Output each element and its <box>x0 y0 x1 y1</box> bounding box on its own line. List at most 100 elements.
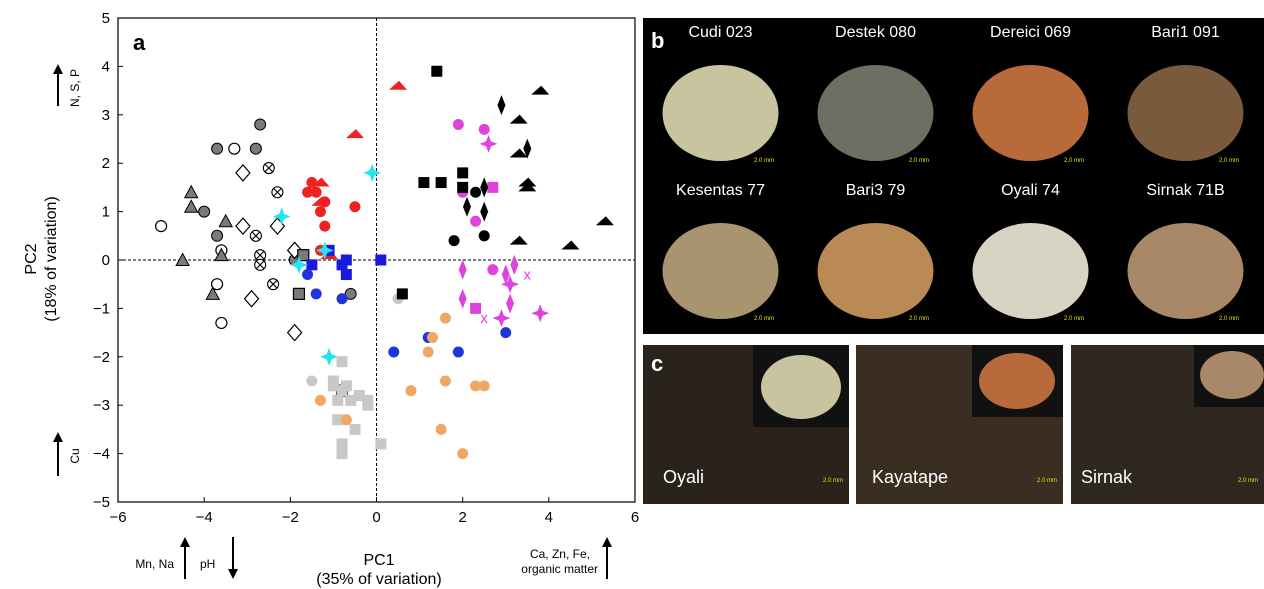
data-point <box>320 347 339 366</box>
data-point <box>254 258 267 271</box>
data-point <box>353 390 365 402</box>
data-point <box>311 196 330 206</box>
x-axis-subtitle: (35% of variation) <box>316 571 441 588</box>
data-point <box>457 181 469 193</box>
data-point <box>340 414 352 426</box>
data-point <box>332 414 344 426</box>
data-point <box>183 199 199 213</box>
plot-axes: −6 −4 −2 0 2 4 6 −5 −4 −3 −2 −1 0 1 2 3 4 5 <box>93 10 639 526</box>
panel-c-letter: c <box>651 351 664 376</box>
soil-label-sirnak: Sirnak <box>1081 467 1133 487</box>
data-point <box>470 215 482 227</box>
data-point <box>292 287 306 300</box>
data-point <box>210 278 224 291</box>
data-point <box>457 167 469 179</box>
data-point <box>439 375 451 387</box>
data-point <box>306 375 318 387</box>
data-point <box>531 304 550 323</box>
y-axis-subtitle: (18% of variation) <box>43 196 60 321</box>
data-point <box>205 286 221 300</box>
data-point <box>497 95 506 116</box>
data-point <box>531 85 550 95</box>
data-point <box>405 385 417 397</box>
data-point <box>336 438 348 450</box>
specimen-label: Destek 080 <box>835 24 916 41</box>
data-point <box>470 380 482 392</box>
y-loading-top-arrow <box>53 64 63 106</box>
x-loading-left-label-2: pH <box>200 557 215 571</box>
data-point <box>518 177 537 187</box>
specimen-image <box>817 223 934 319</box>
y-loading-top-label: N, S, P <box>68 69 82 107</box>
data-point <box>478 380 490 392</box>
data-point <box>506 293 515 314</box>
data-point <box>458 288 467 309</box>
x-axis-title: PC1 <box>363 552 394 569</box>
soil-label-oyali: Oyali <box>663 467 705 487</box>
panel-b-letter: b <box>651 28 665 53</box>
data-point <box>509 148 528 158</box>
specimen-label: Sirnak 71B <box>1146 182 1225 199</box>
specimen-inset <box>753 345 849 427</box>
panel-a-letter: a <box>133 30 146 55</box>
data-point <box>302 186 314 198</box>
specimen-image <box>662 65 779 161</box>
x-loading-left-label-1: Mn, Na <box>135 557 174 571</box>
data-point: x <box>480 310 488 327</box>
specimen-shape <box>662 223 779 319</box>
data-point <box>422 346 434 358</box>
specimen-image <box>972 223 1089 319</box>
data-point <box>435 177 447 189</box>
data-point <box>462 196 471 217</box>
data-point <box>480 201 489 222</box>
data-point <box>327 380 339 392</box>
specimen-cell: Bari3 79 2.0 mm <box>798 176 953 334</box>
data-point <box>154 220 168 233</box>
data-point <box>362 394 374 406</box>
data-point <box>509 114 528 124</box>
data-point <box>470 186 482 198</box>
data-point <box>267 278 280 291</box>
specimen-shape <box>972 65 1089 161</box>
specimen-shape <box>662 65 779 161</box>
data-point <box>345 394 357 406</box>
scale-label: 2.0 mm <box>822 478 843 484</box>
specimen-cell: Dereici 069 2.0 mm <box>953 18 1108 176</box>
x-loading-right-label-1: Ca, Zn, Fe, <box>530 547 590 561</box>
data-point <box>262 161 275 175</box>
data-point <box>286 323 303 342</box>
data-point <box>396 288 408 300</box>
data-point <box>249 142 262 155</box>
plot-marks: xx <box>154 65 614 460</box>
data-point <box>215 316 228 330</box>
specimen-image <box>972 65 1089 161</box>
specimen-shape <box>972 223 1089 319</box>
specimen-label: Bari1 091 <box>1151 24 1220 41</box>
plot-annotations: PC2 (18% of variation) PC1 (35% of varia… <box>23 64 612 588</box>
specimen-label: Kesentas 77 <box>676 182 765 199</box>
scale-label: 2.0 mm <box>1237 478 1258 484</box>
data-point <box>175 252 190 266</box>
panel-c-photo-kayatape: Kayatape 2.0 mm <box>856 345 1063 504</box>
y-tick-label: −2 <box>93 349 110 366</box>
data-point <box>297 249 310 262</box>
scale-label: 2.0 mm <box>753 316 774 322</box>
data-point <box>235 217 251 236</box>
y-tick-label: 0 <box>102 252 110 269</box>
data-point <box>243 289 260 308</box>
specimen-inset <box>972 345 1063 417</box>
data-point <box>272 207 291 226</box>
x-tick-label: −2 <box>282 509 299 526</box>
data-point <box>336 448 348 460</box>
scale-label: 2.0 mm <box>1063 316 1084 322</box>
data-point <box>218 213 234 228</box>
data-point <box>561 240 580 250</box>
data-point <box>249 229 262 242</box>
data-point <box>310 186 322 198</box>
data-point <box>311 177 330 187</box>
specimen-label: Dereici 069 <box>990 24 1071 41</box>
data-point <box>448 235 460 247</box>
y-tick-label: −3 <box>93 397 110 414</box>
specimen-cell: Bari1 091 2.0 mm <box>1108 18 1263 176</box>
